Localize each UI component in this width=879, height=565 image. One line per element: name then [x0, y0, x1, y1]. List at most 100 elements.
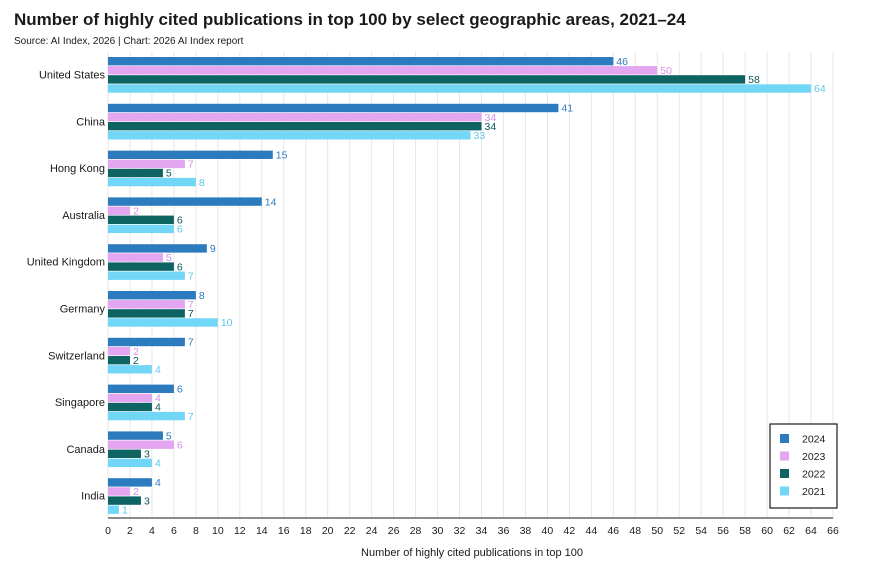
bar-2022 — [108, 496, 141, 505]
category-label: Switzerland — [48, 350, 105, 362]
legend-swatch-2022 — [780, 469, 789, 478]
x-tick-label: 32 — [454, 525, 466, 537]
x-tick-label: 34 — [476, 525, 488, 537]
bar-2021 — [108, 318, 218, 327]
x-tick-label: 60 — [761, 525, 773, 537]
data-label: 5 — [166, 168, 172, 180]
bar-2021 — [108, 84, 812, 93]
data-label: 4 — [155, 402, 161, 414]
bar-2023 — [108, 253, 163, 262]
x-tick-label: 4 — [149, 525, 155, 537]
data-label: 10 — [221, 317, 233, 329]
bar-2024 — [108, 337, 185, 347]
x-tick-label: 48 — [629, 525, 641, 537]
data-label: 3 — [144, 449, 150, 461]
bar-2021 — [108, 411, 185, 421]
x-tick-label: 36 — [498, 525, 510, 537]
x-tick-label: 8 — [193, 525, 199, 537]
legend-label: 2024 — [802, 434, 826, 446]
chart-title: Number of highly cited publications in t… — [14, 10, 686, 29]
x-tick-label: 18 — [300, 525, 312, 537]
x-tick-label: 38 — [520, 525, 532, 537]
category-label: India — [81, 491, 106, 503]
x-tick-label: 66 — [827, 525, 839, 537]
data-label: 5 — [166, 252, 172, 264]
bar-2021 — [108, 224, 174, 234]
bar-2022 — [108, 168, 163, 178]
bar-2021 — [108, 458, 152, 468]
legend: 2024 2023 2022 2021 — [769, 423, 838, 509]
bar-2023 — [108, 300, 185, 309]
data-label: 5 — [166, 430, 172, 442]
x-tick-label: 50 — [651, 525, 663, 537]
x-tick-label: 24 — [366, 525, 378, 537]
bar-2021 — [108, 177, 196, 187]
x-tick-label: 58 — [739, 525, 751, 537]
data-label: 9 — [210, 243, 216, 255]
x-tick-label: 22 — [344, 525, 356, 537]
data-label: 64 — [814, 83, 826, 95]
x-tick-label: 16 — [278, 525, 290, 537]
data-label: 6 — [177, 384, 183, 396]
data-label: 7 — [188, 308, 194, 320]
bar-2022 — [108, 262, 174, 271]
legend-label: 2023 — [802, 451, 826, 463]
data-label: 4 — [155, 393, 161, 405]
category-label: Australia — [62, 210, 106, 222]
data-label: 58 — [748, 74, 760, 86]
legend-label: 2022 — [802, 469, 826, 481]
x-tick-label: 54 — [695, 525, 707, 537]
data-label: 3 — [144, 495, 150, 507]
bar-2024 — [108, 384, 174, 393]
bar-2023 — [108, 440, 174, 449]
x-tick-label: 40 — [542, 525, 554, 537]
bar-2021 — [108, 365, 152, 374]
x-tick-label: 20 — [322, 525, 334, 537]
bar-2023 — [108, 346, 130, 356]
data-label: 4 — [155, 477, 161, 489]
category-label: United States — [39, 70, 106, 82]
bar-2022 — [108, 309, 185, 318]
x-tick-label: 52 — [673, 525, 685, 537]
category-label: Germany — [60, 304, 106, 316]
data-label: 34 — [484, 112, 496, 124]
x-tick-label: 44 — [585, 525, 597, 537]
data-label: 2 — [133, 205, 139, 217]
data-label: 8 — [199, 177, 205, 189]
x-tick-label: 28 — [410, 525, 422, 537]
bar-2022 — [108, 215, 174, 224]
data-label: 41 — [561, 103, 573, 115]
x-tick-label: 26 — [388, 525, 400, 537]
category-label: United Kingdom — [27, 257, 105, 269]
x-tick-label: 12 — [234, 525, 246, 537]
legend-swatch-2024 — [780, 434, 789, 443]
chart-subtitle: Source: AI Index, 2026 | Chart: 2026 AI … — [14, 36, 244, 47]
bar-2023 — [108, 206, 130, 215]
bar-2022 — [108, 122, 482, 131]
data-label: 7 — [188, 159, 194, 171]
bar-2023 — [108, 112, 482, 122]
bar-2022 — [108, 402, 152, 412]
bar-2022 — [108, 75, 746, 84]
bar-2024 — [108, 478, 152, 487]
bar-2023 — [108, 66, 658, 75]
x-tick-label: 10 — [212, 525, 224, 537]
legend-label: 2021 — [802, 486, 826, 498]
x-tick-label: 6 — [171, 525, 177, 537]
data-label: 14 — [265, 196, 277, 208]
bar-2024 — [108, 150, 273, 159]
data-label: 6 — [177, 439, 183, 451]
bar-2021 — [108, 131, 471, 140]
data-label: 50 — [660, 65, 672, 77]
category-label: Singapore — [55, 397, 105, 409]
data-label: 46 — [616, 56, 628, 68]
data-label: 7 — [188, 299, 194, 311]
bar-2024 — [108, 431, 163, 440]
bar-2024 — [108, 57, 614, 66]
data-label: 2 — [133, 355, 139, 367]
bar-2024 — [108, 197, 262, 206]
bar-2021 — [108, 271, 185, 280]
x-tick-label: 64 — [805, 525, 817, 537]
data-label: 4 — [155, 458, 161, 470]
bar-2022 — [108, 356, 130, 365]
